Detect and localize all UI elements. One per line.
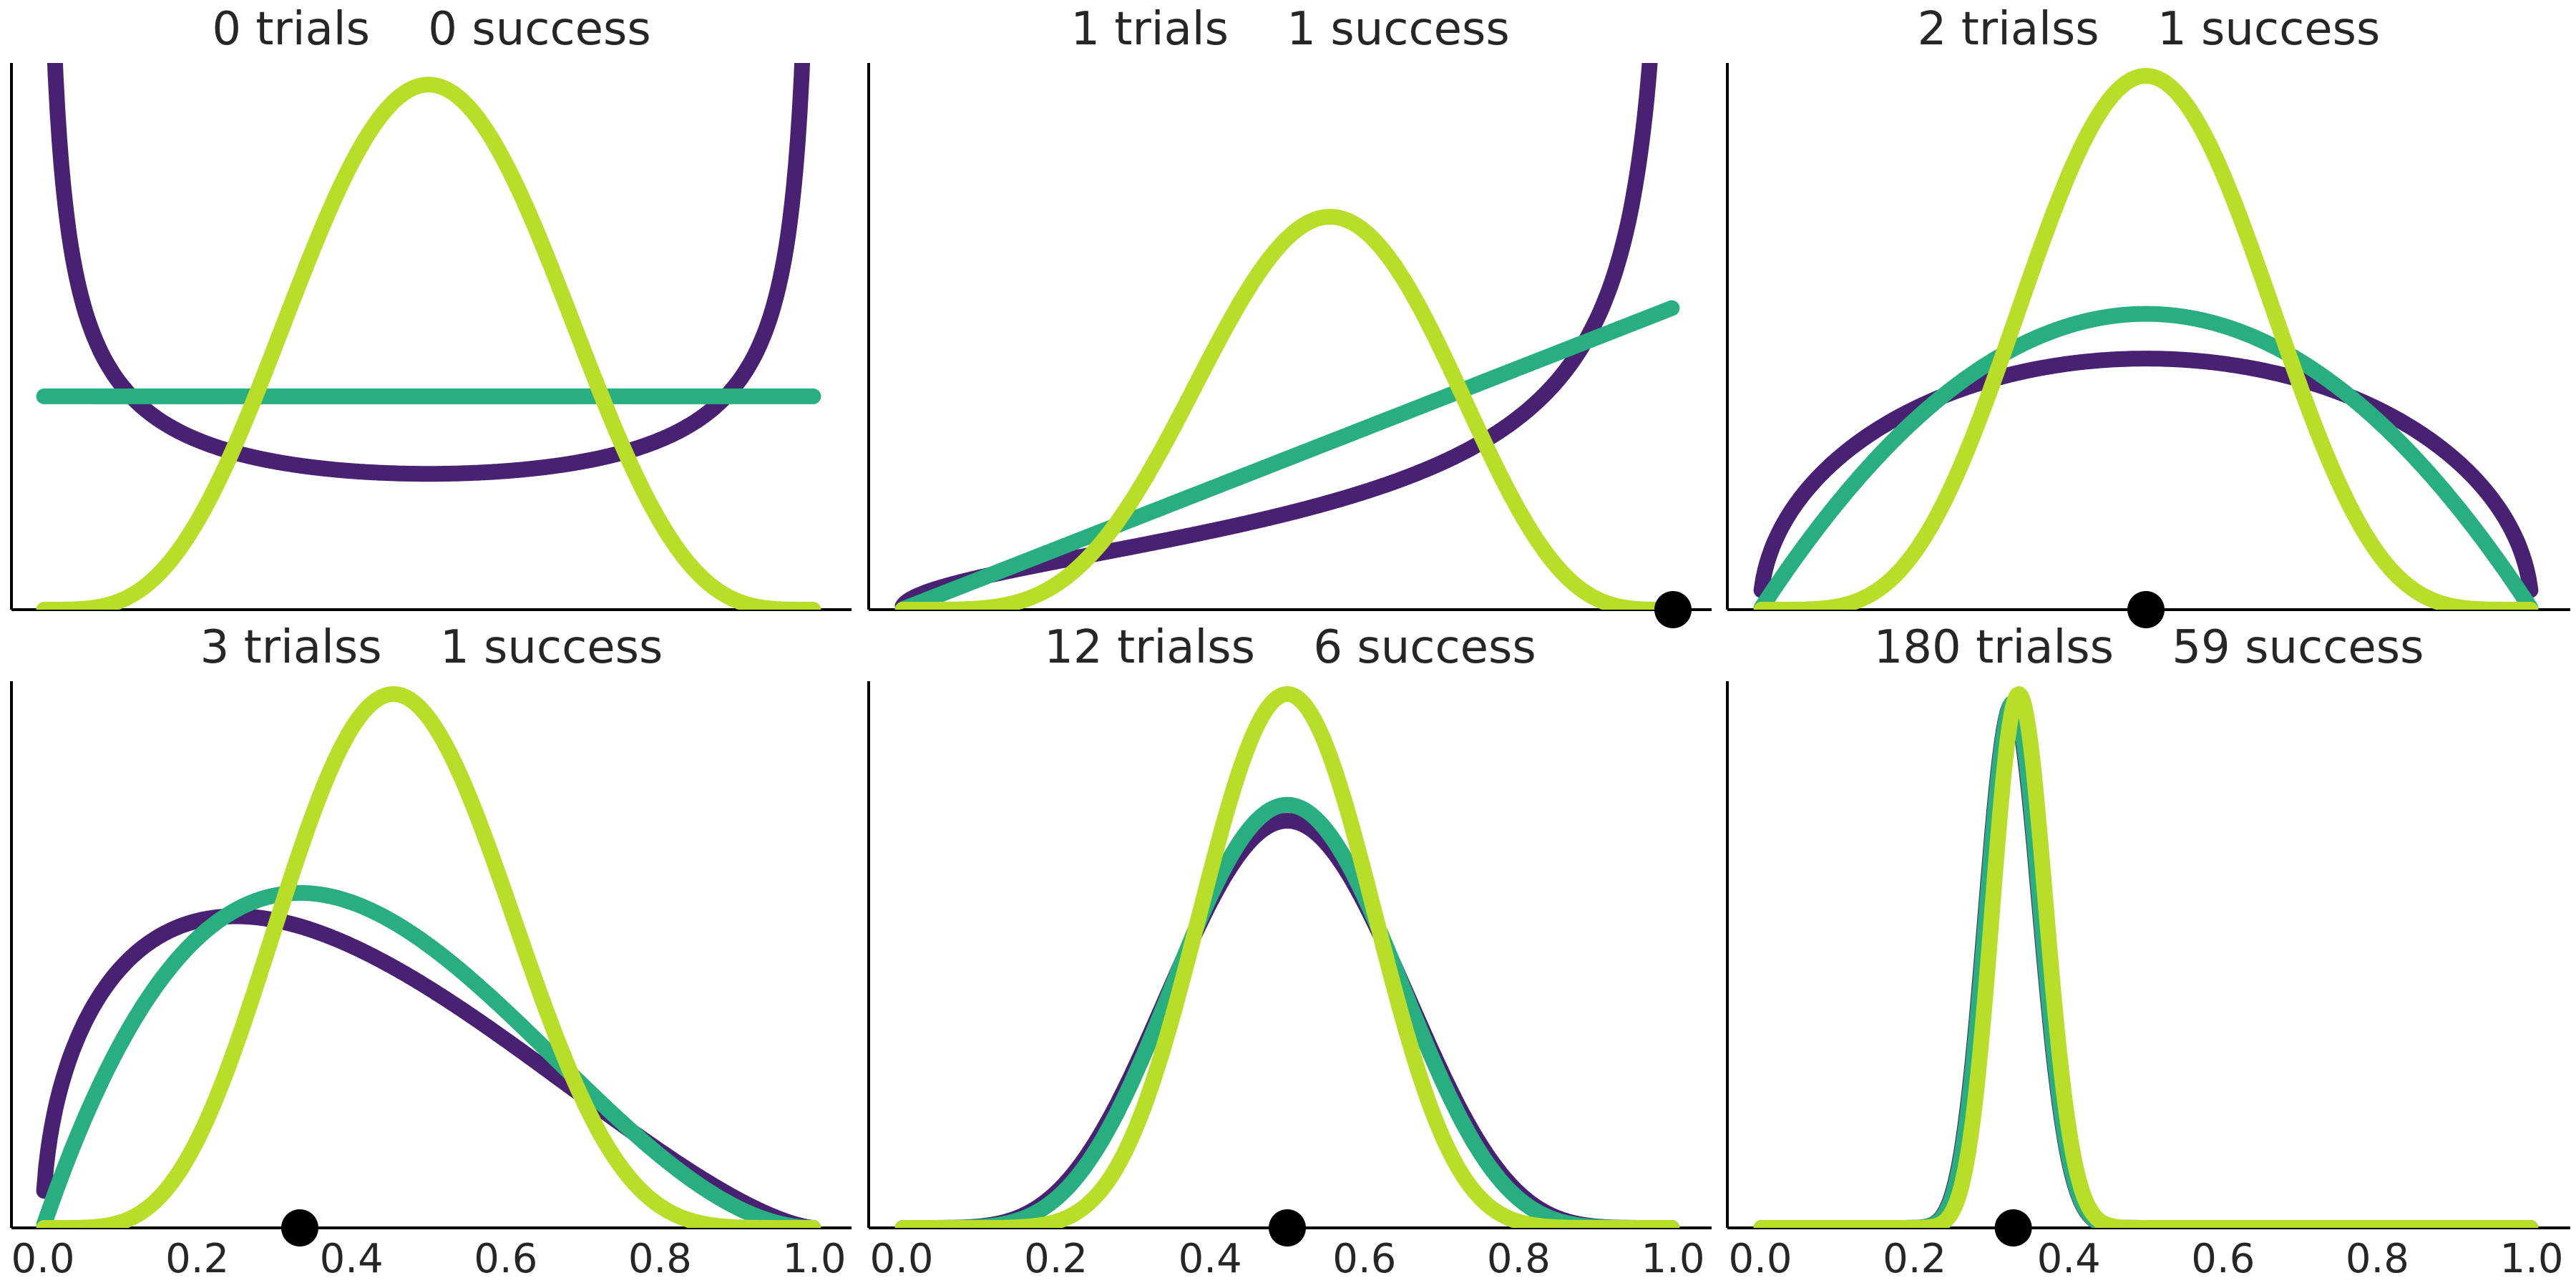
- curves: [894, 63, 1680, 610]
- series-line-3: [36, 77, 821, 610]
- panel-4: 3 trialss 1 success 0.0 0.2 0.4 0.6 0.8 1.0: [10, 621, 852, 1282]
- x-tick-label: 1.0: [782, 1236, 846, 1282]
- curves: [894, 686, 1680, 1228]
- panel-6: 180 trialss 59 success 0.0 0.2 0.4 0.6 0.8 1.0: [1726, 621, 2570, 1282]
- series-line-3: [1753, 686, 2539, 1228]
- x-tick-label: 1.0: [1641, 1236, 1704, 1282]
- panel-1: 0 trials 0 success: [10, 3, 852, 611]
- x-tick-label: 0.2: [1883, 1236, 1946, 1282]
- panel-title: 3 trialss 1 success: [200, 621, 663, 674]
- panel-title: 2 trialss 1 success: [1918, 3, 2381, 56]
- curves: [1753, 68, 2539, 610]
- panel-5: 12 trialss 6 success 0.0 0.2 0.4 0.6 0.8 1.0: [867, 621, 1712, 1282]
- series-line-1: [1753, 351, 2539, 598]
- panel-title: 0 trials 0 success: [212, 3, 650, 56]
- series-line-1: [47, 63, 811, 482]
- x-tick-label: 0.4: [320, 1236, 384, 1282]
- panel-2: 1 trials 1 success: [867, 3, 1712, 628]
- series-line-3: [36, 686, 821, 1228]
- curves: [36, 686, 821, 1228]
- series-line-1: [894, 63, 1658, 610]
- x-tick-label: 1.0: [2499, 1236, 2563, 1282]
- observed-proportion-marker: [1994, 1209, 2032, 1246]
- series-line-2: [1753, 694, 2539, 1228]
- panel-title: 180 trialss 59 success: [1874, 621, 2424, 674]
- x-tick-label: 0.8: [1487, 1236, 1551, 1282]
- series-line-2: [36, 884, 821, 1228]
- observed-proportion-marker: [1269, 1209, 1306, 1246]
- x-tick-label: 0.6: [474, 1236, 537, 1282]
- panel-3: 2 trialss 1 success: [1726, 3, 2570, 628]
- x-tick-label: 0.0: [1728, 1236, 1792, 1282]
- series-line-2: [894, 300, 1680, 610]
- x-tick-label: 0.2: [1024, 1236, 1088, 1282]
- x-tick-label: 0.0: [869, 1236, 933, 1282]
- x-tick-label: 0.8: [2346, 1236, 2409, 1282]
- curves: [1753, 686, 2539, 1228]
- series-line-2: [894, 796, 1680, 1228]
- series-line-2: [1753, 306, 2539, 610]
- panel-title: 1 trials 1 success: [1070, 3, 1509, 56]
- x-tick-label: 0.4: [1179, 1236, 1242, 1282]
- series-line-1: [894, 813, 1680, 1228]
- observed-proportion-marker: [1654, 591, 1692, 628]
- x-tick-label: 0.4: [2037, 1236, 2101, 1282]
- x-tick-label: 0.6: [1332, 1236, 1396, 1282]
- x-tick-label: 0.2: [165, 1236, 229, 1282]
- x-tick-label: 0.6: [2191, 1236, 2255, 1282]
- panel-title: 12 trialss 6 success: [1044, 621, 1536, 674]
- series-line-3: [894, 686, 1680, 1228]
- x-tick-label: 0.0: [11, 1236, 74, 1282]
- observed-proportion-marker: [2127, 591, 2165, 628]
- observed-proportion-marker: [280, 1209, 318, 1246]
- series-line-3: [1753, 68, 2539, 610]
- series-line-1: [1753, 696, 2539, 1228]
- curves: [36, 63, 821, 610]
- x-tick-label: 0.8: [628, 1236, 692, 1282]
- series-line-3: [894, 209, 1680, 610]
